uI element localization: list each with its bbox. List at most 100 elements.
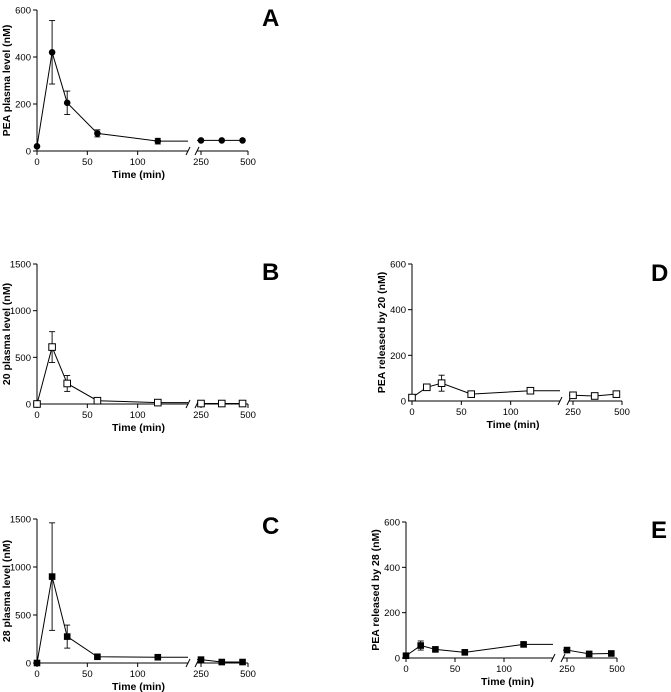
y-tick-label: 500 bbox=[15, 353, 31, 364]
chart-panel-e: 0 200 400 600 0 50 100 250 500 Time (min) PEA rele… bbox=[370, 517, 667, 688]
axis-break-mark bbox=[185, 399, 191, 409]
x-tick-label: 100 bbox=[496, 664, 512, 675]
y-tick-label: 500 bbox=[15, 611, 31, 622]
data-point bbox=[238, 399, 247, 408]
data-point bbox=[437, 379, 446, 387]
data-point bbox=[33, 659, 41, 667]
axis-break-mark bbox=[185, 146, 191, 156]
y-axis-label: 28 plasma level (nM) bbox=[1, 540, 13, 642]
panel-label: E bbox=[651, 517, 667, 544]
x-axis-label: Time (min) bbox=[481, 676, 534, 688]
y-tick-label: 400 bbox=[384, 563, 400, 574]
data-point bbox=[612, 390, 621, 398]
data-point bbox=[33, 400, 41, 408]
panel-label: D bbox=[651, 260, 668, 287]
series-line-left bbox=[405, 643, 553, 657]
data-point bbox=[590, 392, 599, 400]
data-point bbox=[94, 130, 101, 137]
data-point bbox=[217, 399, 226, 408]
y-axis-label: PEA released by 28 (nM) bbox=[370, 529, 382, 651]
data-point bbox=[461, 649, 469, 656]
y-axis-label: 20 plasma level (nM) bbox=[1, 283, 13, 385]
y-tick-label: 600 bbox=[390, 260, 406, 271]
data-point bbox=[197, 656, 205, 663]
series-line-left bbox=[36, 576, 188, 664]
data-point bbox=[239, 658, 246, 666]
panel-label: B bbox=[262, 259, 279, 286]
data-point bbox=[197, 137, 205, 144]
y-axis-label: PEA plasma level (nM) bbox=[1, 25, 13, 137]
y-tick-label: 1000 bbox=[10, 563, 31, 574]
x-tick-label: 50 bbox=[82, 410, 93, 421]
x-tick-label: 250 bbox=[565, 407, 581, 418]
data-point bbox=[608, 650, 615, 657]
x-tick-label: 0 bbox=[34, 157, 39, 168]
axis-break-mark bbox=[185, 658, 191, 668]
series-line-left bbox=[411, 382, 560, 398]
y-tick-label: 400 bbox=[15, 53, 31, 64]
data-point bbox=[154, 137, 162, 145]
data-point bbox=[569, 391, 577, 400]
x-tick-label: 0 bbox=[409, 407, 414, 418]
data-point bbox=[154, 653, 162, 661]
data-point bbox=[417, 642, 424, 649]
x-tick-label: 50 bbox=[82, 157, 93, 168]
x-tick-label: 500 bbox=[240, 157, 256, 168]
x-tick-label: 100 bbox=[130, 157, 146, 168]
data-point bbox=[48, 573, 56, 580]
data-point bbox=[239, 137, 246, 144]
y-tick-label: 200 bbox=[15, 100, 31, 111]
panel-label: C bbox=[262, 513, 279, 540]
x-axis-label: Time (min) bbox=[487, 419, 540, 431]
y-tick-label: 0 bbox=[401, 397, 406, 408]
x-tick-label: 100 bbox=[130, 669, 146, 680]
x-axis-label: Time (min) bbox=[112, 169, 165, 181]
axis-break-mark bbox=[560, 653, 566, 663]
data-point bbox=[423, 383, 431, 392]
x-tick-label: 100 bbox=[130, 410, 146, 421]
x-tick-label: 100 bbox=[503, 407, 519, 418]
x-tick-label: 500 bbox=[614, 407, 630, 418]
data-point bbox=[432, 646, 439, 653]
data-point bbox=[526, 386, 535, 395]
x-tick-label: 250 bbox=[193, 669, 209, 680]
data-point bbox=[48, 49, 56, 56]
x-axis-label: Time (min) bbox=[112, 681, 165, 692]
x-tick-label: 500 bbox=[240, 669, 256, 680]
data-point bbox=[197, 399, 205, 408]
y-tick-label: 0 bbox=[26, 147, 31, 158]
x-tick-label: 0 bbox=[403, 664, 408, 675]
y-tick-label: 1000 bbox=[10, 306, 31, 317]
data-point bbox=[585, 650, 593, 658]
panel-label: A bbox=[262, 5, 279, 32]
x-tick-label: 250 bbox=[193, 157, 209, 168]
data-point bbox=[63, 379, 72, 388]
y-tick-label: 0 bbox=[26, 659, 31, 670]
data-point bbox=[402, 652, 410, 660]
x-tick-label: 0 bbox=[34, 669, 39, 680]
data-point bbox=[154, 398, 162, 407]
series-line-left bbox=[36, 52, 188, 147]
x-tick-label: 50 bbox=[450, 664, 461, 675]
data-point bbox=[520, 641, 527, 648]
y-tick-label: 600 bbox=[384, 518, 400, 529]
y-tick-label: 1500 bbox=[10, 260, 31, 271]
chart-panel-b: 0 500 1000 1500 0 50 100 250 500 Time (min) 20 pla… bbox=[1, 259, 279, 434]
chart-panel-d: 0 200 400 600 0 50 100 250 500 Time (min) PEA rele… bbox=[376, 260, 668, 432]
y-tick-label: 400 bbox=[390, 305, 406, 316]
y-axis-label: PEA released by 20 (nM) bbox=[376, 272, 388, 394]
y-tick-label: 200 bbox=[390, 351, 406, 362]
x-tick-label: 250 bbox=[193, 410, 209, 421]
data-point bbox=[218, 658, 226, 666]
x-tick-label: 500 bbox=[609, 664, 625, 675]
data-point bbox=[408, 393, 416, 402]
data-point bbox=[467, 390, 475, 398]
y-tick-label: 0 bbox=[395, 654, 400, 665]
y-tick-label: 1500 bbox=[10, 515, 31, 526]
y-tick-label: 600 bbox=[15, 6, 31, 17]
chart-panel-c: 0 500 1000 1500 0 50 100 250 500 Time (min) 28 pla… bbox=[1, 513, 279, 692]
x-tick-label: 500 bbox=[240, 410, 256, 421]
data-point bbox=[33, 143, 41, 150]
x-tick-label: 50 bbox=[82, 669, 93, 680]
